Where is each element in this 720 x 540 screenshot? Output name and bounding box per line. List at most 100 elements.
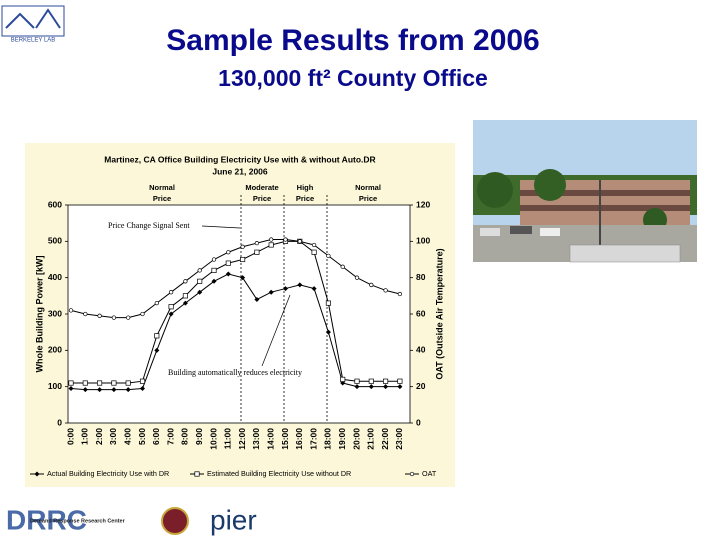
plot-area — [67, 204, 411, 424]
point — [168, 290, 174, 295]
drrc-caption: Demand Response Research Center — [30, 518, 126, 524]
x-tick-label: 13:00 — [251, 428, 261, 450]
point — [254, 296, 260, 302]
price-period-label: Normal — [149, 183, 175, 192]
y-tick-label: 500 — [48, 236, 62, 246]
point — [125, 387, 131, 393]
y2-tick-label: 100 — [416, 236, 430, 246]
point — [68, 380, 74, 386]
point — [154, 347, 160, 353]
point — [154, 333, 160, 339]
legend-marker — [409, 471, 415, 477]
y2-tick-label: 120 — [416, 199, 430, 209]
x-tick-label: 6:00 — [151, 428, 161, 445]
point — [311, 242, 317, 248]
point — [168, 304, 174, 310]
point — [97, 313, 102, 318]
x-tick-label: 5:00 — [137, 428, 147, 445]
point — [297, 239, 302, 244]
point — [211, 257, 217, 262]
point — [197, 268, 202, 273]
x-tick-label: 9:00 — [194, 428, 204, 445]
legend-label: Actual Building Electricity Use with DR — [47, 469, 169, 478]
x-tick-label: 15:00 — [280, 428, 290, 450]
point — [383, 384, 389, 390]
point — [354, 275, 360, 280]
legend-label: Estimated Building Electricity Use witho… — [207, 469, 351, 478]
lab-logo-text: BERKELEY LAB — [11, 38, 56, 44]
point — [297, 282, 303, 288]
y2-tick-label: 0 — [416, 417, 421, 427]
point — [311, 249, 317, 255]
y2-tick-label: 80 — [416, 272, 426, 282]
y-tick-label: 300 — [48, 308, 62, 318]
point — [283, 237, 288, 242]
point — [83, 311, 88, 317]
point — [111, 387, 117, 393]
point — [126, 315, 131, 320]
point — [140, 311, 145, 317]
point — [225, 260, 231, 266]
x-tick-label: 2:00 — [94, 428, 104, 445]
point — [269, 237, 274, 242]
point — [82, 380, 88, 386]
x-tick-label: 17:00 — [308, 428, 318, 450]
point — [340, 264, 345, 269]
point — [240, 275, 246, 281]
x-tick-label: 0:00 — [65, 428, 75, 445]
price-period-label: Normal — [355, 183, 381, 192]
x-tick-label: 4:00 — [122, 428, 132, 445]
x-tick-label: 19:00 — [337, 428, 347, 450]
point — [254, 240, 260, 246]
annotation: Price Change Signal Sent — [108, 221, 190, 230]
point — [111, 380, 117, 386]
x-tick-label: 14:00 — [265, 428, 275, 450]
y-tick-label: 200 — [48, 345, 62, 355]
point — [354, 384, 360, 390]
slide-title: Sample Results from 2006 — [166, 24, 540, 57]
point — [139, 378, 146, 384]
y-tick-label: 0 — [57, 417, 62, 427]
point — [326, 253, 331, 259]
x-tick-label: 8:00 — [180, 428, 190, 445]
x-tick-label: 18:00 — [323, 428, 333, 450]
chart-title: Martinez, CA Office Building Electricity… — [104, 154, 375, 164]
point — [197, 278, 203, 284]
point — [97, 387, 103, 393]
point — [311, 286, 317, 292]
x-tick-label: 1:00 — [80, 428, 90, 445]
point — [111, 315, 117, 320]
point — [226, 250, 231, 255]
point — [240, 256, 246, 263]
x-tick-label: 20:00 — [351, 428, 361, 450]
y-axis-label: Whole Building Power [kW] — [34, 256, 44, 373]
point — [383, 288, 388, 293]
y-tick-label: 100 — [48, 381, 62, 391]
point — [154, 300, 159, 306]
x-tick-label: 16:00 — [294, 428, 304, 450]
point — [268, 289, 274, 295]
point — [340, 376, 346, 382]
price-period-label: Price — [296, 194, 314, 203]
point — [268, 242, 274, 248]
point — [368, 378, 374, 384]
chart-subtitle: June 21, 2006 — [212, 166, 268, 176]
point — [254, 249, 260, 255]
price-period-label: Price — [153, 194, 171, 203]
point — [368, 384, 374, 390]
point — [397, 384, 403, 390]
point — [383, 378, 389, 384]
x-tick-label: 7:00 — [165, 428, 175, 445]
price-period-label: Price — [359, 194, 377, 203]
point — [82, 387, 88, 393]
point — [325, 329, 331, 335]
seal — [161, 507, 189, 535]
point — [140, 385, 145, 391]
slide-subtitle: 130,000 ft² County Office — [218, 65, 488, 91]
price-period-label: Moderate — [245, 183, 278, 192]
price-period-label: High — [297, 183, 314, 192]
x-tick-label: 12:00 — [237, 428, 247, 450]
legend-marker — [34, 471, 40, 477]
y2-tick-label: 60 — [416, 308, 426, 318]
